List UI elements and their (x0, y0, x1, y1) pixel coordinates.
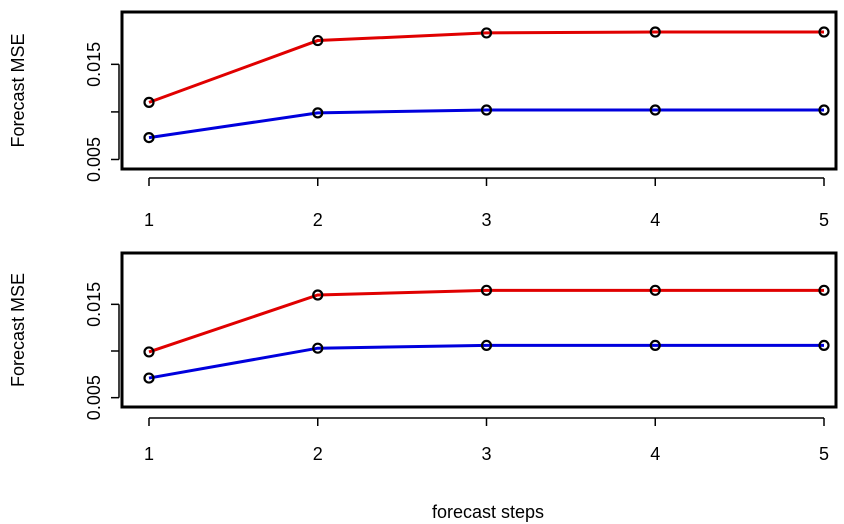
x-tick-label: 4 (650, 444, 660, 464)
data-point-marker (312, 34, 324, 47)
data-point-marker (312, 289, 324, 301)
data-point-marker (312, 342, 324, 354)
data-point-marker (818, 284, 830, 296)
chart-panel-top: Forecast MSE 1 2 3 4 5 0.005 0.015 (8, 10, 838, 230)
y-tick-label: 0.015 (84, 282, 104, 327)
x-tick-label: 5 (819, 210, 829, 230)
chart-panel-bottom: Forecast MSE 1 2 3 4 5 0.005 0.015 (8, 251, 838, 464)
data-point-marker (649, 284, 661, 296)
axis-ticks: 1 2 3 4 5 0.005 0.015 (84, 282, 829, 464)
x-tick-label: 5 (819, 444, 829, 464)
data-point-marker (818, 104, 830, 116)
axis-ticks: 1 2 3 4 5 0.005 0.015 (84, 42, 829, 230)
series-line (148, 288, 824, 354)
data-point-marker (480, 104, 493, 116)
data-point-marker (649, 104, 661, 116)
y-tick-label: 0.005 (84, 375, 104, 420)
x-tick-label: 3 (481, 210, 491, 230)
data-point-marker (818, 339, 830, 351)
x-tick-label: 3 (481, 444, 491, 464)
data-point-marker (818, 26, 830, 38)
data-point-marker (143, 346, 155, 358)
x-tick-label: 4 (650, 210, 660, 230)
x-tick-label: 1 (144, 444, 154, 464)
y-axis-label: Forecast MSE (8, 33, 28, 147)
x-tick-label: 2 (313, 444, 323, 464)
data-point-marker (480, 284, 493, 296)
x-axis-label: forecast steps (432, 502, 544, 522)
series-line (148, 108, 824, 140)
x-tick-label: 2 (313, 210, 323, 230)
x-tick-label: 1 (144, 210, 154, 230)
data-point-marker (143, 372, 155, 384)
y-tick-label: 0.005 (84, 137, 104, 182)
y-axis-label: Forecast MSE (8, 273, 28, 387)
data-point-marker (480, 27, 493, 39)
plot-frame (120, 10, 838, 171)
data-point-marker (649, 339, 661, 351)
y-tick-label: 0.015 (84, 42, 104, 87)
series-line (148, 343, 824, 380)
series-layer (143, 284, 830, 384)
data-point-marker (649, 26, 661, 38)
plot-frame (120, 251, 838, 409)
data-point-marker (143, 96, 155, 108)
data-point-marker (312, 107, 324, 119)
data-point-marker (143, 132, 155, 144)
series-line (148, 30, 824, 104)
series-layer (143, 26, 830, 144)
data-point-marker (480, 339, 493, 351)
